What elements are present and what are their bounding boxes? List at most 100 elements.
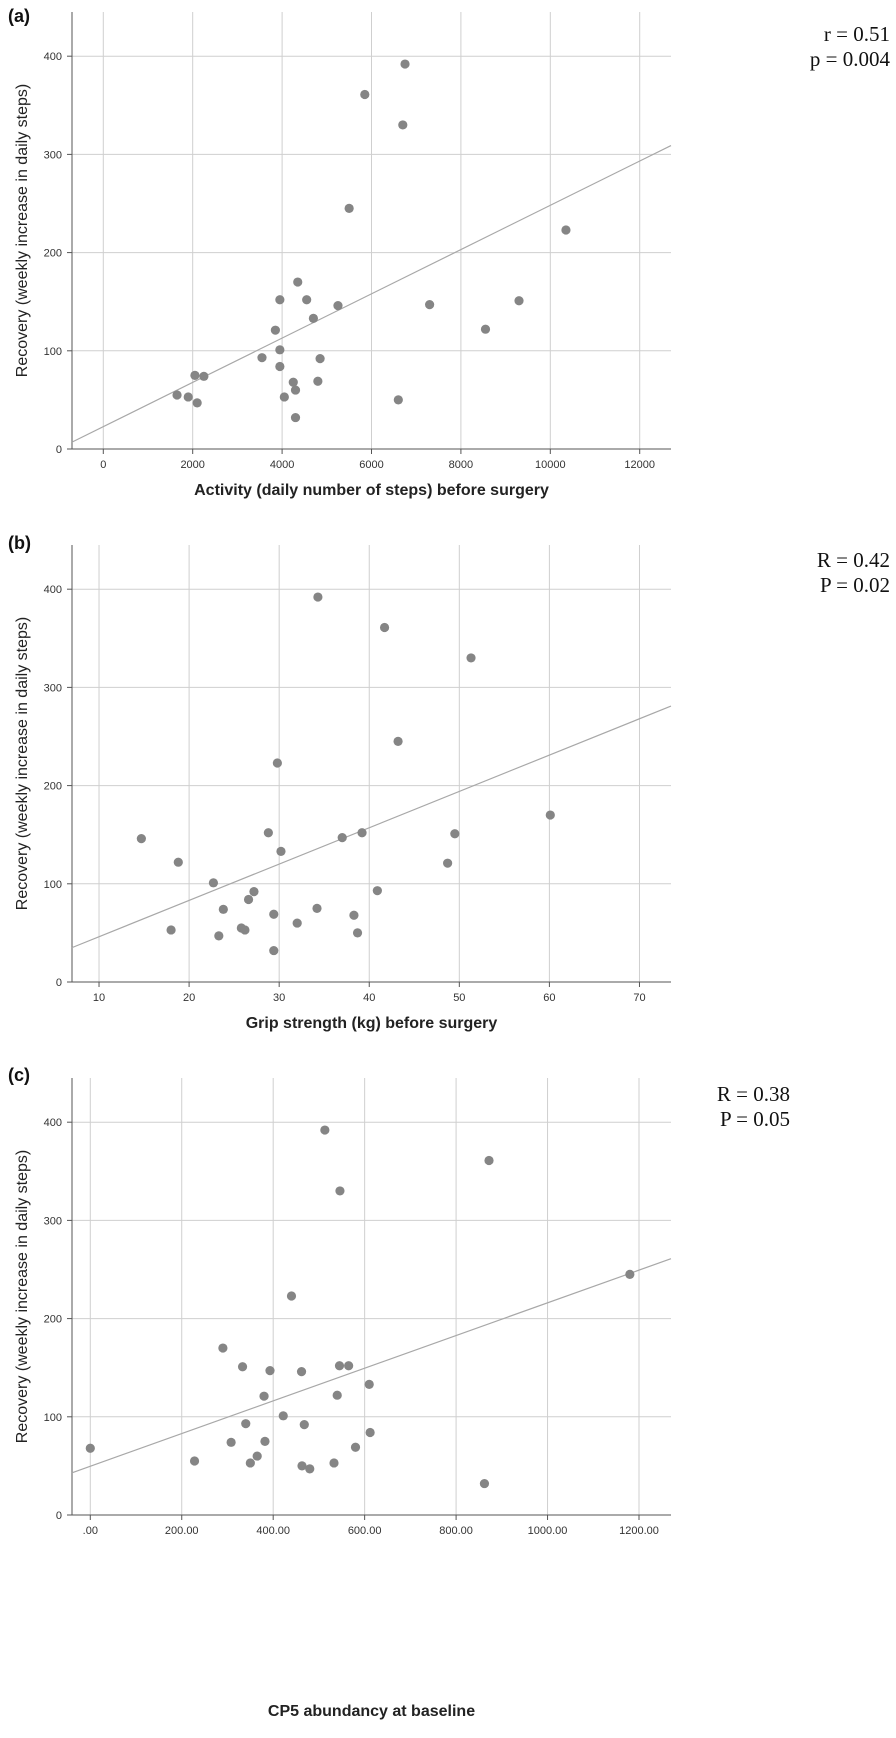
data-point — [259, 1391, 269, 1401]
stat-p-a: p = 0.004 — [809, 47, 890, 71]
data-point — [276, 846, 286, 856]
data-point — [297, 1461, 307, 1471]
x-axis-title: CP5 abundancy at baseline — [268, 1703, 475, 1720]
data-point — [290, 385, 301, 395]
data-point — [315, 354, 325, 364]
x-tick-label: 40 — [363, 992, 375, 1004]
data-point — [393, 395, 403, 405]
data-point — [466, 653, 476, 663]
data-point — [243, 894, 254, 905]
data-point — [173, 857, 183, 867]
data-point — [166, 925, 176, 935]
data-point — [364, 1379, 374, 1389]
data-point — [393, 736, 403, 747]
data-point — [425, 300, 435, 310]
data-point — [450, 829, 460, 839]
data-point — [302, 295, 312, 305]
x-tick-label: 10000 — [535, 459, 566, 471]
data-point — [308, 313, 318, 323]
stats-c: R = 0.38 P = 0.05 — [717, 1082, 790, 1132]
data-point — [293, 277, 303, 287]
data-point — [226, 1437, 236, 1447]
data-point — [443, 858, 453, 868]
data-point — [365, 1427, 375, 1438]
x-tick-label: 1000.00 — [528, 1525, 568, 1537]
data-point — [249, 887, 259, 897]
x-tick-label: 12000 — [624, 459, 655, 471]
y-axis-title: Recovery (weekly increase in daily steps… — [14, 1150, 31, 1443]
y-tick-label: 300 — [44, 682, 62, 694]
data-point — [379, 622, 390, 633]
y-axis-title: Recovery (weekly increase in daily steps… — [14, 617, 31, 910]
x-tick-label: 600.00 — [348, 1525, 382, 1537]
stat-r-a: r = 0.51 — [823, 22, 890, 46]
x-tick-label: 20 — [183, 992, 195, 1004]
data-point — [265, 1366, 275, 1376]
x-tick-label: 8000 — [449, 459, 473, 471]
data-point — [333, 301, 343, 311]
x-tick-label: 50 — [453, 992, 465, 1004]
stats-b: R = 0.42 P = 0.02 — [817, 548, 890, 598]
data-point — [349, 910, 359, 920]
x-tick-label: .00 — [83, 1525, 98, 1537]
data-point — [545, 810, 555, 820]
data-point — [357, 828, 367, 838]
x-tick-label: 70 — [633, 992, 645, 1004]
data-point — [514, 296, 524, 306]
data-point — [208, 878, 219, 888]
data-point — [479, 1478, 490, 1489]
data-point — [292, 918, 302, 928]
data-point — [286, 1291, 297, 1301]
scatter-chart-cp5: .00 200.00 400.00 600.00 800.00 1000.00 1200.0… — [14, 1078, 672, 1720]
data-point — [290, 412, 301, 423]
data-point — [335, 1186, 345, 1196]
x-tick-label: 2000 — [180, 459, 204, 471]
stat-p-b: P = 0.02 — [820, 573, 890, 597]
data-point — [305, 1464, 315, 1474]
x-tick-label: 800.00 — [439, 1525, 473, 1537]
regression-line — [71, 145, 672, 443]
stat-r-c: R = 0.38 — [716, 1082, 790, 1106]
data-point — [480, 324, 491, 334]
y-tick-label: 200 — [44, 248, 62, 260]
stat-r-b: R = 0.42 — [816, 548, 890, 572]
data-point — [320, 1125, 330, 1135]
panel-label-b: (b) — [8, 533, 31, 553]
y-tick-label: 100 — [44, 1412, 62, 1424]
data-point — [218, 1343, 228, 1353]
data-point — [192, 398, 202, 408]
data-point — [332, 1390, 342, 1400]
regression-line — [71, 705, 672, 949]
data-point — [278, 1411, 288, 1421]
y-tick-label: 100 — [44, 879, 62, 891]
data-point — [352, 928, 363, 938]
data-point — [172, 390, 182, 400]
y-axis-title: Recovery (weekly increase in daily steps… — [14, 84, 31, 377]
data-point — [334, 1361, 345, 1371]
data-point — [237, 1362, 248, 1372]
data-point — [183, 392, 193, 402]
data-point — [372, 886, 382, 896]
data-point — [625, 1269, 635, 1280]
data-point — [299, 1420, 309, 1430]
data-point — [189, 1456, 200, 1466]
data-point — [85, 1443, 95, 1453]
x-tick-label: 10 — [93, 992, 105, 1004]
y-tick-label: 400 — [44, 51, 62, 63]
data-point — [313, 376, 323, 386]
data-point — [270, 325, 280, 335]
scatter-chart-grip-strength: 10 20 30 40 50 60 70 0 100 200 300 400 Grip strength… — [14, 545, 672, 1032]
x-axis-title: Activity (daily number of steps) before … — [194, 482, 549, 499]
data-point — [263, 828, 273, 838]
data-point — [296, 1367, 307, 1377]
y-tick-label: 100 — [44, 346, 62, 358]
data-point — [275, 361, 285, 372]
data-point — [252, 1451, 262, 1461]
data-point — [279, 392, 289, 402]
data-point — [561, 225, 571, 235]
data-point — [313, 592, 323, 602]
data-point — [288, 377, 298, 387]
panel-label-c: (c) — [8, 1065, 30, 1085]
data-point — [337, 833, 347, 843]
x-tick-label: 0 — [100, 459, 106, 471]
